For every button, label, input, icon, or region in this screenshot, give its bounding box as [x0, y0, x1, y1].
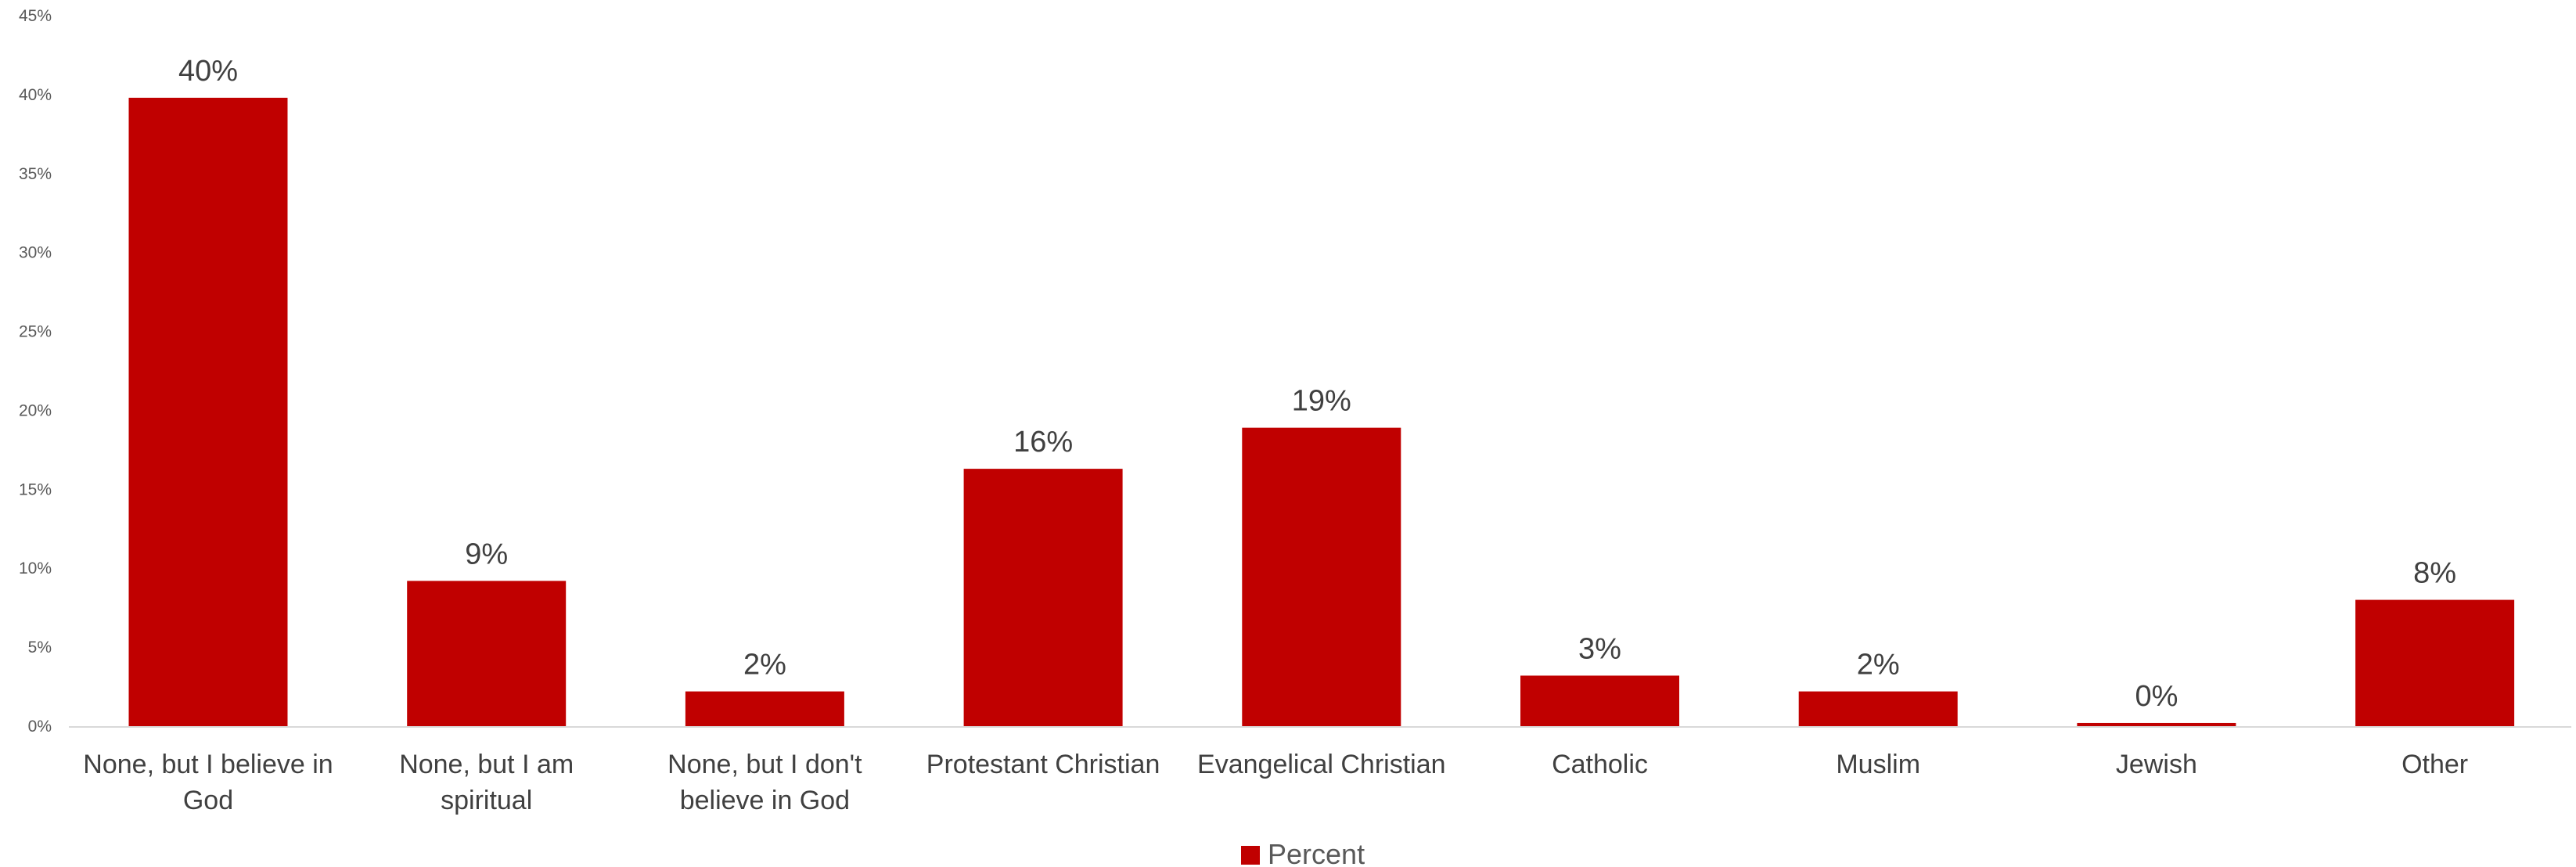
category-label: Muslim [1836, 750, 1920, 779]
data-label: 3% [1578, 632, 1621, 665]
bar [685, 691, 844, 726]
data-label: 19% [1292, 385, 1351, 418]
y-tick-label: 25% [19, 323, 52, 341]
category-label: None, but I believe in [83, 750, 333, 779]
bar [2355, 599, 2515, 726]
y-tick-label: 0% [28, 718, 52, 736]
data-label: 2% [1857, 649, 1900, 682]
data-labels-group: 40% 9% 2% 16% 19% 3% 2% 0% 8% [178, 55, 2456, 713]
data-label: 16% [1013, 426, 1073, 459]
category-label: Evangelical Christian [1197, 750, 1446, 779]
y-tick-label: 45% [19, 7, 52, 25]
legend: Percent [1241, 838, 1365, 867]
y-tick-label: 10% [19, 559, 52, 577]
category-label: None, but I don't [667, 750, 862, 779]
y-axis-ticks: 0% 5% 10% 15% 20% 25% 30% 35% 40% 45% [19, 7, 52, 736]
y-tick-label: 40% [19, 86, 52, 104]
legend-swatch [1241, 846, 1260, 865]
y-tick-label: 5% [28, 639, 52, 657]
category-label: God [183, 786, 233, 815]
data-label: 2% [743, 649, 786, 682]
category-label: None, but I am [399, 750, 574, 779]
data-label: 8% [2413, 557, 2456, 590]
y-tick-label: 30% [19, 244, 52, 262]
bar [407, 581, 567, 726]
bar [963, 469, 1123, 726]
category-label: Jewish [2116, 750, 2197, 779]
bar [128, 97, 288, 727]
bar [1798, 691, 1958, 726]
bar [1520, 675, 1679, 726]
y-tick-label: 35% [19, 165, 52, 183]
category-label: Other [2402, 750, 2468, 779]
y-tick-label: 20% [19, 401, 52, 419]
data-label: 9% [465, 538, 508, 570]
data-label: 0% [2135, 680, 2178, 713]
y-tick-label: 15% [19, 480, 52, 498]
category-labels-group: None, but I believe in God None, but I am s… [83, 750, 2468, 815]
bar [1242, 427, 1401, 726]
data-label: 40% [178, 55, 238, 88]
bars-group [128, 97, 2515, 727]
category-label: believe in God [680, 786, 850, 815]
category-label: Protestant Christian [926, 750, 1160, 779]
bar [2077, 722, 2236, 726]
category-label: Catholic [1552, 750, 1648, 779]
category-label: spiritual [441, 786, 532, 815]
legend-label: Percent [1268, 838, 1365, 867]
